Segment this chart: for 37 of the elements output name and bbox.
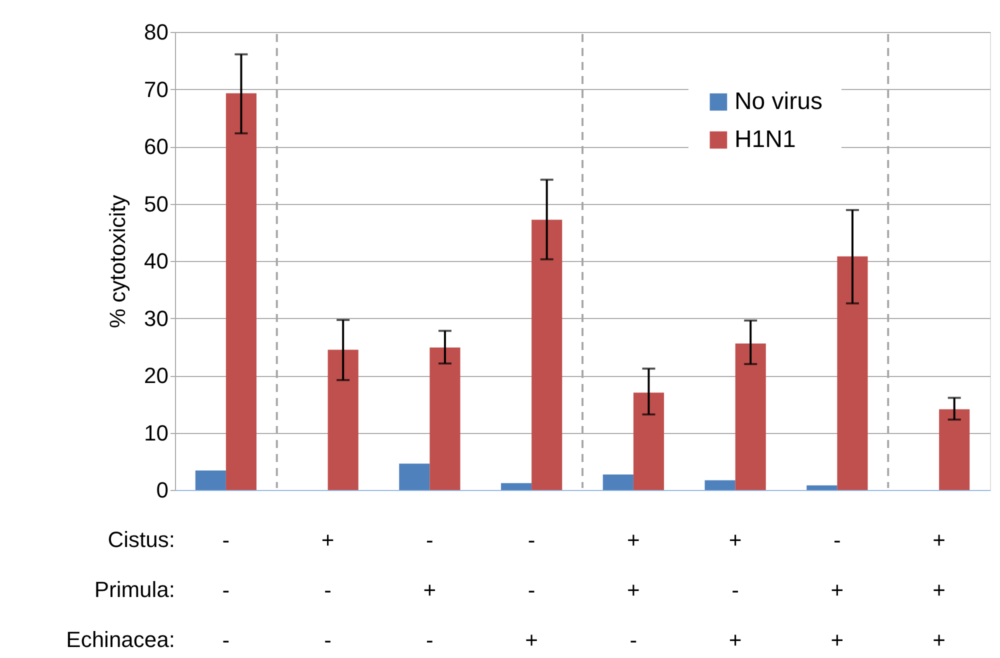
bar	[532, 220, 562, 490]
y-tick-label: 60	[144, 134, 168, 159]
y-axis-title: % cytotoxicity	[105, 194, 130, 328]
bar	[939, 409, 970, 490]
x-tick-label: - + +	[830, 528, 844, 652]
y-tick-label: 70	[144, 76, 168, 102]
y-tick-label: 0	[156, 478, 168, 502]
bar	[226, 93, 256, 490]
y-tick-label: 30	[144, 306, 168, 331]
bar	[602, 474, 634, 490]
x-tick-label: + + -	[627, 528, 640, 652]
bar	[328, 350, 358, 490]
text: Primula:	[94, 577, 175, 602]
x-tick-label: + - +	[728, 528, 742, 652]
bar	[399, 464, 430, 490]
bar	[704, 480, 736, 490]
bar	[195, 470, 226, 490]
y-tick-label: 40	[144, 248, 168, 274]
x-tick-label: - - -	[222, 528, 230, 652]
y-tick-label: 80	[144, 20, 168, 44]
text: Cistus:	[108, 527, 175, 552]
bar	[501, 483, 532, 490]
x-tick-label: - - +	[525, 528, 538, 652]
bar	[430, 347, 460, 490]
legend-label: H1N1	[734, 126, 796, 153]
bar	[837, 256, 868, 490]
x-tick-label: + + +	[932, 528, 946, 652]
y-tick-label: 10	[144, 420, 168, 446]
x-tick-label: + - -	[321, 528, 334, 652]
bar	[806, 485, 838, 490]
y-tick-label: 50	[144, 191, 168, 216]
bar	[633, 392, 664, 490]
bar	[735, 343, 766, 490]
y-tick-label: 20	[144, 363, 168, 388]
text: Echinacea:	[66, 627, 175, 652]
legend-label: No virus	[734, 88, 822, 115]
x-tick-label: - + -	[423, 528, 436, 652]
